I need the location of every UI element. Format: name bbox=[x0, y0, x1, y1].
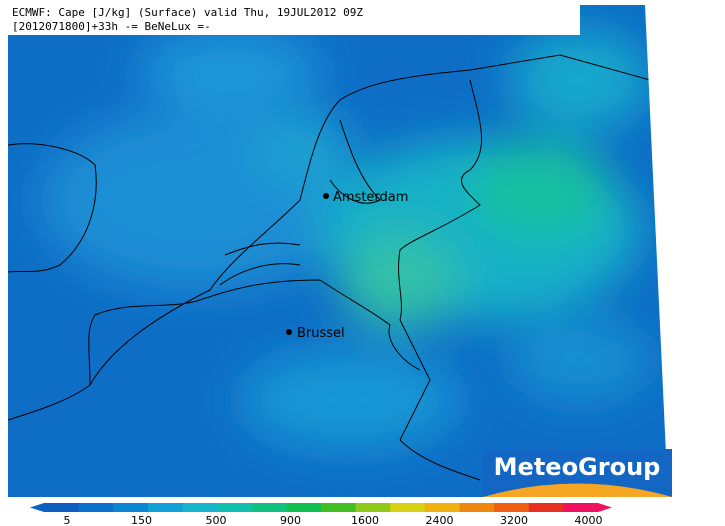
colorbar-arrow bbox=[30, 503, 44, 512]
city-marker bbox=[286, 329, 292, 335]
colorbar-segment bbox=[494, 503, 530, 512]
colorbar-segment bbox=[390, 503, 426, 512]
colorbar-segment bbox=[217, 503, 253, 512]
colorbar-label: 3200 bbox=[500, 514, 528, 526]
colorbar-segment bbox=[44, 503, 80, 512]
colorbar-label: 2400 bbox=[426, 514, 454, 526]
colorbar: 5 150 500 900 1600 2400 3200 4000 bbox=[30, 503, 612, 526]
header-line: [2012071800]+33h -= BeNeLux =- bbox=[12, 20, 211, 33]
colorbar-segment bbox=[113, 503, 149, 512]
colorbar-label: 4000 bbox=[575, 514, 603, 526]
colorbar-label: 1600 bbox=[351, 514, 379, 526]
colorbar-segment bbox=[78, 503, 114, 512]
colorbar-segment bbox=[563, 503, 599, 512]
colorbar-arrow bbox=[598, 503, 612, 512]
colorbar-segment bbox=[182, 503, 218, 512]
header-line: ECMWF: Cape [J/kg] (Surface) valid Thu, … bbox=[12, 6, 363, 19]
city-label: Amsterdam bbox=[333, 190, 408, 205]
colorbar-segment bbox=[424, 503, 460, 512]
colorbar-segment bbox=[528, 503, 564, 512]
header-box bbox=[8, 5, 580, 35]
colorbar-label: 500 bbox=[206, 514, 227, 526]
colorbar-segment bbox=[147, 503, 183, 512]
borders bbox=[8, 54, 651, 481]
colorbar-segment bbox=[251, 503, 287, 512]
logo-text: MeteoGroup bbox=[494, 453, 661, 481]
colorbar-segment bbox=[286, 503, 322, 512]
colorbar-segment bbox=[355, 503, 391, 512]
city-marker bbox=[323, 193, 329, 199]
logo: MeteoGroup bbox=[483, 449, 672, 497]
colorbar-segment bbox=[459, 503, 495, 512]
colorbar-label: 5 bbox=[64, 514, 71, 526]
cape-field bbox=[8, 5, 668, 497]
city-label: Brussel bbox=[297, 326, 345, 341]
colorbar-label: 150 bbox=[131, 514, 152, 526]
colorbar-label: 900 bbox=[280, 514, 301, 526]
colorbar-segment bbox=[321, 503, 357, 512]
